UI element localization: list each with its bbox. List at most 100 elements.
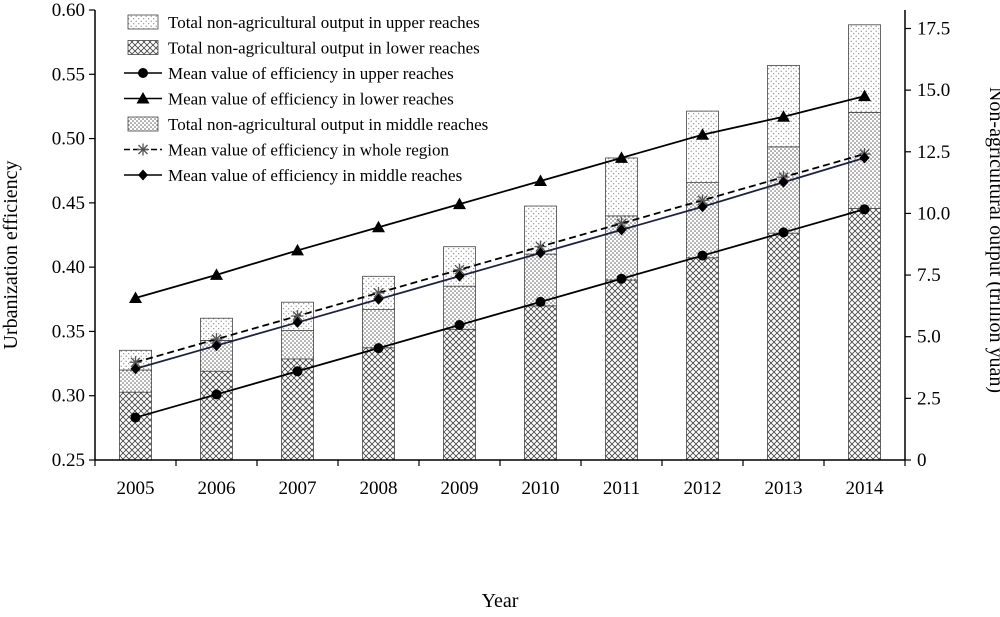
point-asterisk: [615, 217, 628, 230]
point-triangle: [858, 89, 871, 102]
bar-segment-dots: [686, 182, 719, 259]
left-y-tick-label: 0.45: [52, 193, 85, 214]
bar-segment-crosshatch: [848, 208, 881, 461]
legend-item: Total non-agricultural output in middle …: [127, 115, 488, 134]
x-tick-label: 2011: [603, 478, 640, 499]
point-diamond: [859, 152, 870, 164]
point-diamond: [778, 176, 789, 188]
bar-segment-crosshatch: [119, 391, 152, 461]
right-y-tick-label: 5.0: [917, 327, 941, 348]
bar-segment-crosshatch: [524, 305, 557, 461]
right-y-tick-label: 15.0: [917, 80, 950, 101]
point-diamond: [454, 270, 465, 282]
x-tick-label: 2014: [846, 478, 885, 499]
point-circle: [697, 250, 708, 261]
bar-segment-dots: [767, 146, 800, 234]
point-circle: [535, 296, 546, 307]
point-diamond: [292, 316, 303, 328]
x-tick-label: 2012: [684, 478, 722, 499]
right-y-tick-label: 17.5: [917, 18, 950, 39]
legend-item: Mean value of efficiency in upper reache…: [124, 64, 454, 83]
left-y-tick-label: 0.25: [52, 450, 85, 471]
legend-marker: [136, 92, 150, 104]
x-tick-label: 2006: [198, 478, 236, 499]
left-y-ticks: 0.25 0.30 0.35 0.40 0.45 0.50 0.55 0.60: [52, 0, 95, 471]
right-y-tick-label: 12.5: [917, 142, 950, 163]
point-triangle: [453, 197, 466, 210]
legend-marker: [137, 143, 149, 156]
legend-item: Mean value of efficiency in lower reache…: [124, 90, 454, 109]
point-asterisk: [453, 263, 466, 276]
right-y-tick-label: 0: [917, 450, 927, 471]
point-circle: [130, 412, 141, 423]
x-axis-title: Year: [482, 590, 519, 612]
right-y-axis-title: Non-agricultural output (trillion yuan): [985, 87, 1000, 393]
right-y-ticks: 0 2.5 5.0 7.5 10.0 12.5 15.0 17.5: [905, 18, 950, 471]
legend-item: Mean value of efficiency in middle reach…: [124, 166, 462, 185]
bar-segment-dots: [281, 330, 314, 360]
x-ticks: 2005 2006 2007 2008 2009 2010 2011 2012 2013 2014: [94, 460, 906, 499]
point-triangle: [210, 268, 223, 280]
point-circle: [211, 389, 222, 400]
series-line-asterisk: [135, 153, 865, 364]
legend-swatch: [127, 40, 159, 55]
point-asterisk: [129, 356, 142, 369]
point-circle: [292, 366, 303, 377]
legend: Total non-agricultural output in upper r…: [124, 13, 488, 185]
point-circle: [616, 273, 627, 284]
legend-marker: [138, 169, 148, 181]
bar-layer: [119, 24, 881, 461]
left-y-tick-label: 0.30: [52, 386, 85, 407]
point-circle: [778, 227, 789, 238]
point-asterisk: [696, 194, 709, 207]
point-diamond: [535, 247, 546, 259]
bar-segment-crosshatch: [443, 328, 476, 461]
point-diamond: [697, 201, 708, 213]
point-diamond: [373, 293, 384, 305]
series-line-triangle: [135, 95, 865, 299]
x-tick-label: 2009: [441, 478, 479, 499]
x-tick-label: 2005: [117, 478, 155, 499]
left-y-tick-label: 0.60: [52, 0, 85, 21]
legend-label: Mean value of efficiency in lower reache…: [168, 90, 454, 109]
series-line-circle: [135, 208, 865, 419]
point-diamond: [130, 363, 141, 375]
bar-segment-sparse-dots: [686, 110, 719, 184]
bar-segment-sparse-dots: [605, 157, 638, 217]
bar-segment-crosshatch: [686, 257, 719, 461]
legend-label: Mean value of efficiency in upper reache…: [168, 64, 454, 83]
point-triangle: [615, 151, 628, 163]
legend-label: Total non-agricultural output in lower r…: [168, 39, 480, 58]
point-asterisk: [291, 310, 304, 322]
x-tick-label: 2010: [522, 478, 560, 499]
right-y-tick-label: 7.5: [917, 265, 941, 286]
legend-label: Total non-agricultural output in upper r…: [168, 13, 480, 32]
legend-label: Mean value of efficiency in middle reach…: [168, 166, 462, 185]
point-triangle: [291, 243, 304, 256]
x-tick-label: 2007: [279, 478, 317, 499]
point-circle: [859, 204, 870, 215]
legend-label: Mean value of efficiency in whole region: [168, 141, 450, 160]
x-tick-label: 2013: [765, 478, 803, 499]
point-diamond: [616, 224, 627, 236]
point-circle: [373, 343, 384, 354]
bar-segment-crosshatch: [362, 347, 395, 461]
legend-swatch: [127, 14, 159, 30]
point-circle: [454, 320, 465, 330]
bar-segment-crosshatch: [767, 232, 800, 461]
legend-item: Total non-agricultural output in lower r…: [127, 39, 480, 58]
legend-item: Mean value of efficiency in whole region: [124, 141, 450, 160]
line-layer: [129, 89, 871, 423]
legend-item: Total non-agricultural output in upper r…: [127, 13, 480, 32]
bar-segment-dots: [362, 309, 395, 349]
point-asterisk: [372, 286, 385, 299]
point-triangle: [777, 110, 790, 122]
point-triangle: [534, 174, 547, 186]
legend-marker: [138, 68, 148, 78]
right-y-tick-label: 2.5: [917, 388, 941, 409]
right-y-tick-label: 10.0: [917, 203, 950, 224]
left-y-tick-label: 0.55: [52, 64, 85, 85]
point-triangle: [372, 220, 385, 233]
left-y-tick-label: 0.40: [52, 257, 85, 278]
